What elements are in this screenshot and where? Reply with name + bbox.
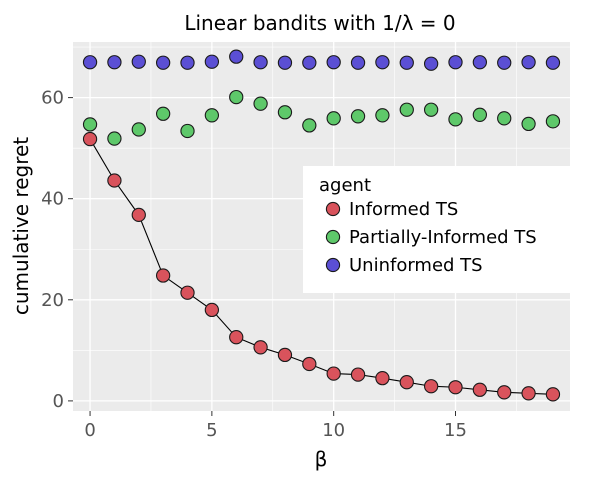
data-point-uninformed-ts — [375, 55, 390, 70]
data-point-partially-informed-ts — [521, 116, 536, 132]
data-point-informed-ts — [277, 347, 293, 363]
data-point-uninformed-ts — [399, 55, 414, 70]
data-point-partially-informed-ts — [448, 112, 463, 127]
data-point-uninformed-ts — [423, 56, 439, 71]
data-point-uninformed-ts — [253, 55, 268, 70]
data-point-informed-ts — [399, 375, 414, 390]
data-point-informed-ts — [253, 340, 268, 355]
data-point-informed-ts — [448, 380, 463, 395]
x-tick-label: 10 — [322, 420, 345, 441]
legend: agent Informed TS Partially-Informed TS Uni… — [303, 166, 573, 293]
data-points — [82, 49, 561, 402]
legend-background — [303, 166, 573, 293]
y-tick-label: 40 — [41, 189, 64, 210]
data-point-informed-ts — [229, 330, 244, 345]
data-point-informed-ts — [472, 382, 488, 397]
data-point-partially-informed-ts — [82, 117, 98, 132]
chart-title: Linear bandits with 1/λ = 0 — [184, 11, 455, 35]
data-point-uninformed-ts — [521, 55, 536, 70]
data-point-informed-ts — [302, 356, 317, 372]
data-point-partially-informed-ts — [229, 89, 244, 105]
data-point-uninformed-ts — [350, 55, 366, 70]
data-point-uninformed-ts — [302, 55, 317, 70]
data-point-uninformed-ts — [155, 55, 171, 70]
data-point-informed-ts — [82, 131, 98, 147]
data-point-uninformed-ts — [229, 49, 244, 64]
data-point-partially-informed-ts — [423, 102, 439, 117]
data-point-partially-informed-ts — [253, 96, 268, 111]
data-point-uninformed-ts — [82, 55, 98, 70]
data-point-uninformed-ts — [545, 55, 561, 70]
axes: 0 5 10 15 0 20 40 60 — [41, 88, 467, 441]
y-tick-label: 0 — [53, 391, 64, 412]
data-point-partially-informed-ts — [472, 107, 488, 122]
legend-swatch — [325, 201, 341, 217]
data-point-partially-informed-ts — [180, 123, 195, 139]
data-point-uninformed-ts — [448, 55, 463, 70]
data-point-partially-informed-ts — [204, 108, 220, 123]
data-point-informed-ts — [521, 386, 536, 401]
data-point-informed-ts — [497, 385, 512, 400]
legend-entry-label: Partially-Informed TS — [349, 227, 537, 248]
data-point-informed-ts — [155, 268, 171, 283]
data-point-partially-informed-ts — [350, 109, 366, 124]
x-tick-label: 15 — [444, 420, 467, 441]
data-point-uninformed-ts — [131, 54, 146, 69]
data-point-informed-ts — [375, 370, 390, 386]
data-point-informed-ts — [545, 387, 561, 402]
x-axis-label: β — [315, 447, 328, 471]
legend-entry-label: Informed TS — [349, 199, 458, 220]
data-point-uninformed-ts — [497, 55, 512, 70]
data-point-uninformed-ts — [204, 54, 220, 69]
data-point-uninformed-ts — [180, 55, 195, 70]
data-point-partially-informed-ts — [326, 111, 341, 126]
y-axis-label: cumulative regret — [9, 137, 33, 315]
data-point-partially-informed-ts — [375, 108, 390, 123]
data-point-partially-informed-ts — [131, 122, 146, 137]
legend-swatch — [325, 229, 341, 245]
data-point-uninformed-ts — [326, 55, 341, 70]
data-point-informed-ts — [131, 207, 146, 223]
data-point-partially-informed-ts — [497, 111, 512, 126]
data-point-uninformed-ts — [472, 55, 488, 70]
data-point-informed-ts — [423, 379, 439, 394]
data-point-partially-informed-ts — [277, 105, 293, 120]
data-point-partially-informed-ts — [155, 106, 171, 121]
x-tick-label: 5 — [206, 420, 217, 441]
data-point-informed-ts — [180, 285, 195, 300]
legend-swatch — [325, 257, 341, 273]
x-tick-label: 0 — [84, 420, 95, 441]
data-point-partially-informed-ts — [302, 118, 317, 133]
data-point-uninformed-ts — [277, 55, 293, 70]
legend-title: agent — [319, 175, 371, 196]
data-point-uninformed-ts — [107, 55, 122, 70]
data-point-informed-ts — [350, 367, 366, 382]
y-tick-label: 20 — [41, 290, 64, 311]
data-point-informed-ts — [326, 366, 341, 381]
legend-entry-label: Uninformed TS — [349, 255, 483, 276]
data-point-partially-informed-ts — [545, 114, 561, 129]
data-point-informed-ts — [107, 173, 122, 188]
data-point-partially-informed-ts — [399, 102, 414, 117]
y-tick-label: 60 — [41, 88, 64, 109]
data-point-informed-ts — [204, 302, 220, 318]
data-point-partially-informed-ts — [107, 131, 122, 146]
